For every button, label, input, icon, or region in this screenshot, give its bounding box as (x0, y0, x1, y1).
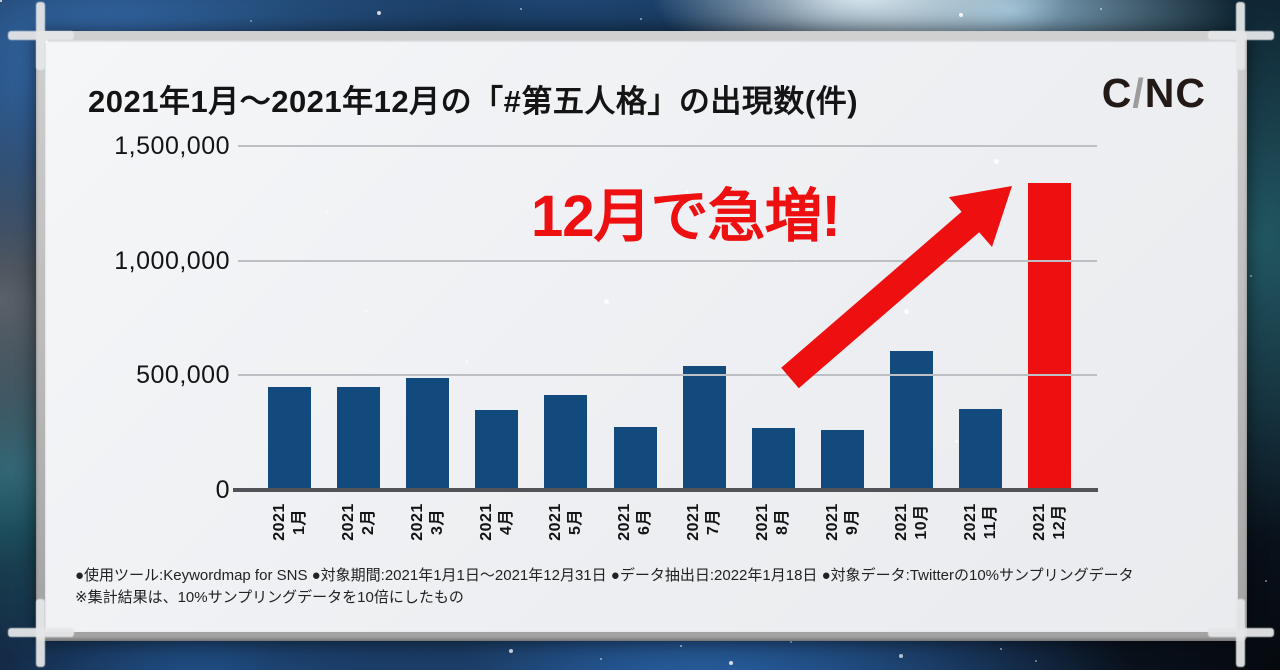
cross-vertical-stroke (36, 599, 45, 667)
gridline-500,000 (238, 374, 1097, 377)
bar-9月 (820, 430, 864, 490)
gridline-1,000,000 (238, 259, 1097, 262)
x-tick-label-text: 2021 4月 (477, 503, 515, 541)
x-tick-label-7月: 2021 7月 (676, 494, 732, 550)
bar-5月 (544, 394, 588, 490)
logo-letter-n: N (1144, 70, 1176, 116)
footnote-line2: ※集計結果は、10%サンプリングデータを10倍にしたもの (75, 589, 464, 606)
x-tick-label-8月: 2021 8月 (745, 494, 801, 550)
cross-vertical-stroke (1236, 2, 1245, 70)
x-tick-label-text: 2021 8月 (754, 503, 792, 541)
bar-7月 (682, 366, 726, 490)
background-stars (0, 0, 2, 2)
bar-1月 (268, 386, 311, 490)
card-sparkles (45, 40, 48, 43)
x-tick-label-text: 2021 12月 (1030, 503, 1068, 541)
y-tick-label: 0 (215, 476, 230, 504)
x-tick-label-4月: 2021 4月 (469, 494, 525, 550)
bar-11月 (959, 408, 1002, 490)
bar-4月 (475, 409, 519, 490)
bar-8月 (751, 428, 795, 490)
x-tick-label-2月: 2021 2月 (331, 494, 387, 550)
bar-3月 (406, 377, 450, 490)
x-tick-label-6月: 2021 6月 (607, 494, 663, 550)
y-tick-label: 1,000,000 (114, 246, 230, 275)
x-tick-label-3月: 2021 3月 (400, 494, 456, 550)
logo-letter-c2: C (1175, 70, 1206, 116)
x-tick-label-text: 2021 5月 (546, 503, 584, 541)
x-tick-label-text: 2021 2月 (339, 503, 377, 541)
footnote-line1: ●使用ツール:Keywordmap for SNS ●対象期間:2021年1月1… (75, 567, 1134, 584)
x-tick-label-text: 2021 3月 (408, 503, 446, 541)
cross-vertical-stroke (36, 2, 45, 70)
cross-vertical-stroke (1236, 599, 1245, 667)
x-tick-label-5月: 2021 5月 (538, 494, 594, 550)
x-tick-label-text: 2021 9月 (823, 503, 861, 541)
bar-10月 (889, 351, 933, 490)
logo-letter-c1: C (1101, 70, 1133, 116)
x-tick-label-text: 2021 6月 (616, 503, 653, 541)
bar-6月 (613, 426, 657, 490)
cinc-logo: C/NC (1066, 70, 1206, 117)
x-tick-label-1月: 2021 1月 (262, 494, 318, 550)
annotation-text: 12月で急増! (531, 184, 841, 249)
gridline-1,500,000 (238, 144, 1097, 147)
bar-highlight-12月 (1028, 182, 1072, 490)
x-tick-label-11月: 2021 11月 (953, 494, 1009, 550)
chart-title: 2021年1月〜2021年12月の「#第五人格」の出現数(件) (88, 84, 859, 119)
x-axis-line (233, 488, 1098, 492)
x-tick-label-10月: 2021 10月 (883, 494, 939, 550)
logo-slash: / (1132, 70, 1145, 116)
bar-2月 (337, 386, 381, 490)
y-tick-label: 1,500,000 (114, 131, 230, 160)
x-tick-label-text: 2021 7月 (685, 503, 723, 541)
y-tick-label: 500,000 (136, 361, 230, 390)
x-tick-label-text: 2021 11月 (961, 503, 999, 541)
x-tick-label-text: 2021 1月 (270, 503, 308, 541)
x-tick-label-text: 2021 10月 (892, 503, 930, 541)
x-tick-label-12月: 2021 12月 (1022, 494, 1078, 550)
x-tick-label-9月: 2021 9月 (814, 494, 870, 550)
